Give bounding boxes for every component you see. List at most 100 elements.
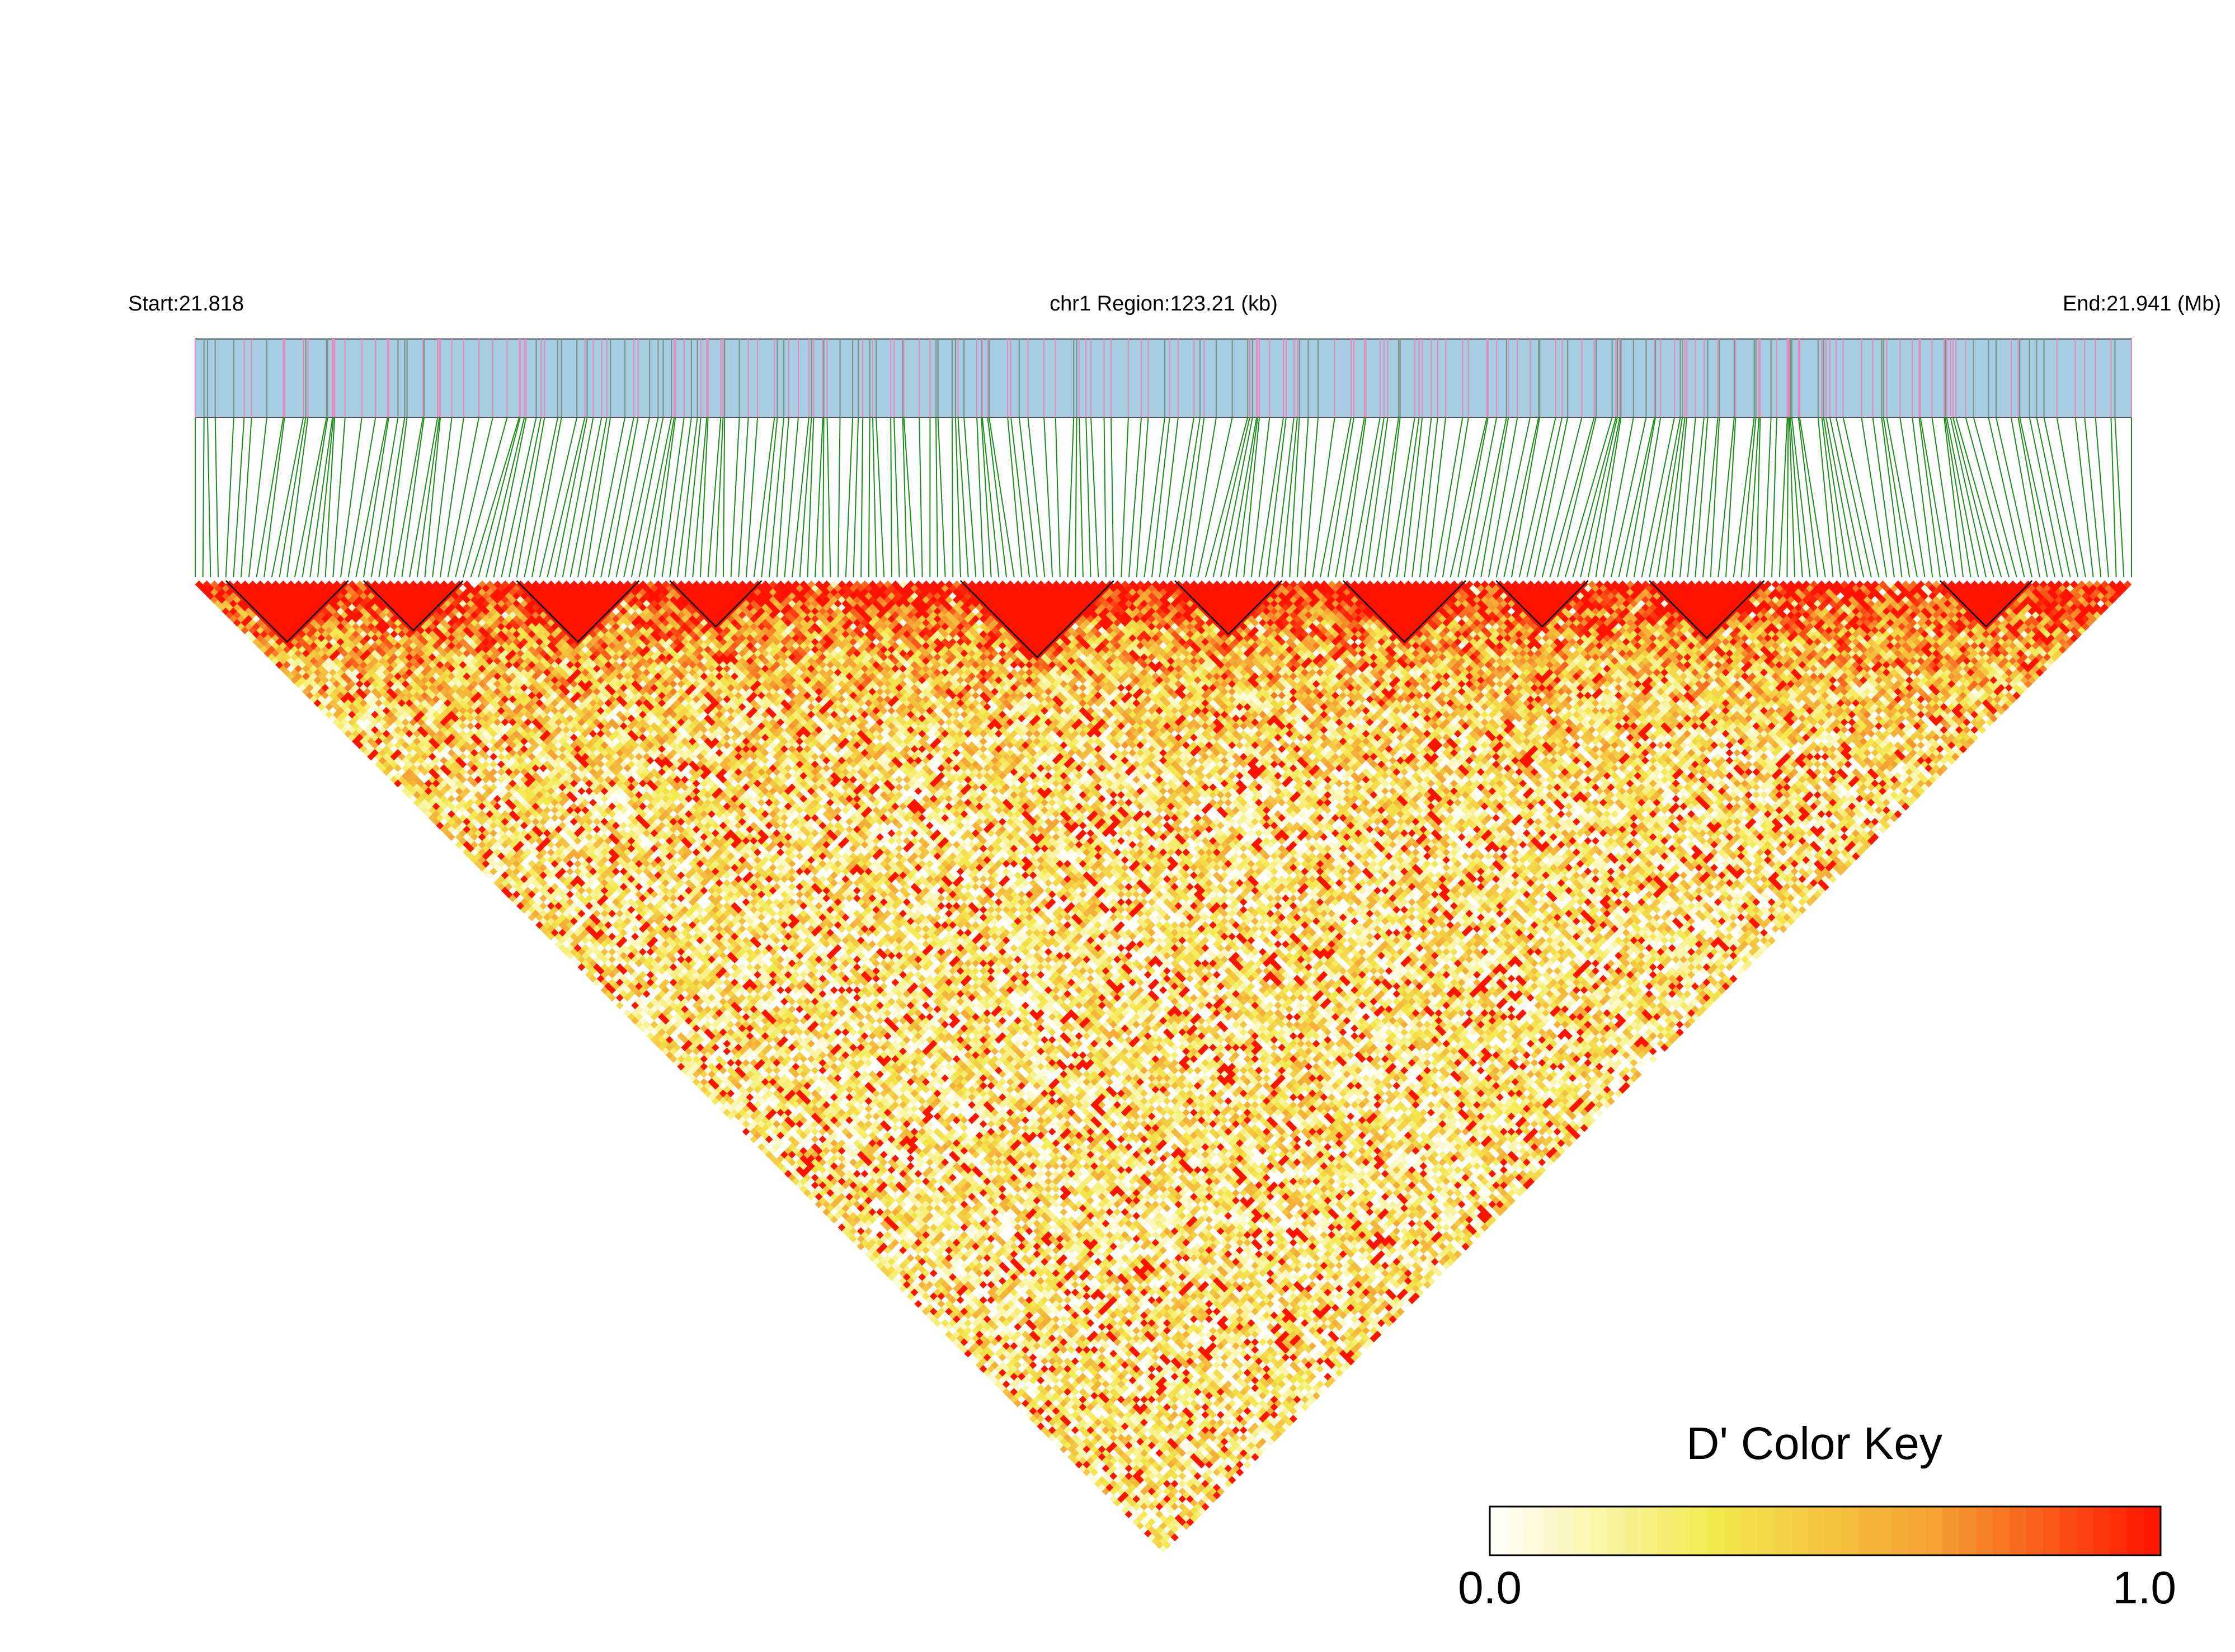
region-title: chr1 Region:123.21 (kb) <box>1050 292 1278 316</box>
snp-connector-line <box>563 417 594 577</box>
snp-connector-line <box>1068 417 1074 577</box>
snp-connector-line <box>1044 417 1052 577</box>
snp-connector-line <box>731 417 740 577</box>
snp-connector-line <box>616 417 650 577</box>
snp-connector-line <box>1945 417 1971 577</box>
snp-connector-line <box>1649 417 1680 577</box>
snp-connector-line <box>1121 417 1128 577</box>
snp-connector-line <box>1104 417 1106 577</box>
snp-connector-line <box>1267 417 1286 577</box>
snp-connector-line <box>1573 417 1616 577</box>
snp-connector-line <box>938 417 945 577</box>
snp-connector-line <box>1726 417 1735 577</box>
snp-connector-line <box>815 417 823 577</box>
snp-connector-line <box>1512 417 1540 577</box>
snp-connector-line <box>1019 417 1037 577</box>
snp-connector-line <box>738 417 748 577</box>
snp-connector-line <box>264 417 284 577</box>
snp-connector-line <box>838 417 840 577</box>
snp-connector-line <box>1772 417 1777 577</box>
snp-connector-line <box>936 417 938 577</box>
snp-connector-line <box>226 417 234 577</box>
snp-connector-line <box>1137 417 1149 577</box>
snp-connector-line <box>1588 417 1620 577</box>
snp-connector-line <box>1404 417 1422 577</box>
snp-connector-line <box>1884 417 1910 577</box>
snp-connector-line <box>1351 417 1380 577</box>
snp-connector-line <box>1458 417 1488 577</box>
snp-connector-line <box>873 417 877 577</box>
snp-connector-line <box>1129 417 1141 577</box>
snp-connector-line <box>1618 417 1654 577</box>
snp-connector-line <box>208 417 210 577</box>
snp-connector-line <box>861 417 863 577</box>
snp-connector-line <box>1830 417 1864 577</box>
snp-connector-line <box>952 417 953 577</box>
snp-connector-line <box>1244 417 1259 577</box>
snp-connector-line <box>287 417 308 577</box>
snp-connector-line <box>800 417 812 577</box>
snp-connector-line <box>639 417 671 577</box>
snp-connector-line <box>989 417 1014 577</box>
snp-connector-line <box>1427 417 1446 577</box>
snp-connector-line <box>869 417 870 577</box>
snp-connector-line <box>1167 417 1194 577</box>
snp-connector-line <box>2018 417 2047 577</box>
snp-connector-line <box>1718 417 1734 577</box>
snp-connector-line <box>609 417 638 577</box>
snp-connector-line <box>326 417 335 577</box>
snp-connector-line <box>303 417 328 577</box>
snp-connector-line <box>1086 417 1090 577</box>
snp-connector-line <box>1111 417 1114 577</box>
snp-connector-line <box>2115 417 2124 577</box>
snp-connector-line <box>2036 417 2070 577</box>
snp-connector-line <box>394 417 423 577</box>
snp-connector-line <box>1075 417 1076 577</box>
snp-connector-line <box>387 417 407 577</box>
snp-connector-line <box>1542 417 1582 577</box>
snp-connector-line <box>2111 417 2116 577</box>
snp-connector-line <box>1091 417 1098 577</box>
snp-connector-line <box>1435 417 1462 577</box>
snp-connector-line <box>1996 417 2032 577</box>
snp-connector-line <box>1028 417 1044 577</box>
snp-connector-line <box>215 417 218 577</box>
snp-connector-line <box>846 417 853 577</box>
snp-connector-line <box>1988 417 2024 577</box>
snp-connector-line <box>249 417 267 577</box>
snp-connector-line <box>746 417 757 577</box>
snp-connector-line <box>823 417 824 577</box>
snp-connector-line <box>1944 417 1963 577</box>
snp-connector-line <box>723 417 724 577</box>
snp-connector-line <box>2085 417 2101 577</box>
snp-connector-line <box>891 417 892 577</box>
snp-connector-line <box>1703 417 1718 577</box>
ld-heatmap <box>195 581 2132 1552</box>
snp-connector-line <box>425 417 440 577</box>
snp-track-background <box>195 339 2132 417</box>
snp-connector-line <box>1481 417 1508 577</box>
snp-connector-line <box>632 417 664 577</box>
region-end-label: End:21.941 (Mb) <box>2063 292 2221 316</box>
snp-connector-lines <box>195 417 2132 577</box>
snp-connector-line <box>203 417 204 577</box>
snp-connector-line <box>1183 417 1204 577</box>
snp-connector-line <box>1504 417 1538 577</box>
snp-connector-line <box>1175 417 1200 577</box>
snp-connector-line <box>1389 417 1415 577</box>
snp-connector-line <box>827 417 830 577</box>
snp-connector-line <box>2030 417 2063 577</box>
snp-connector-line <box>964 417 976 577</box>
region-start-label: Start:21.818 <box>128 292 244 316</box>
snp-connector-line <box>432 417 451 577</box>
snp-connector-line <box>410 417 437 577</box>
snp-connector-line <box>1397 417 1419 577</box>
snp-connector-line <box>1374 417 1399 577</box>
snp-connector-line <box>470 417 519 577</box>
snp-connector-line <box>1787 417 1788 577</box>
snp-connector-line <box>919 417 922 577</box>
snp-connector-line <box>1764 417 1771 577</box>
snp-connector-line <box>1711 417 1720 577</box>
snp-connector-line <box>272 417 303 577</box>
